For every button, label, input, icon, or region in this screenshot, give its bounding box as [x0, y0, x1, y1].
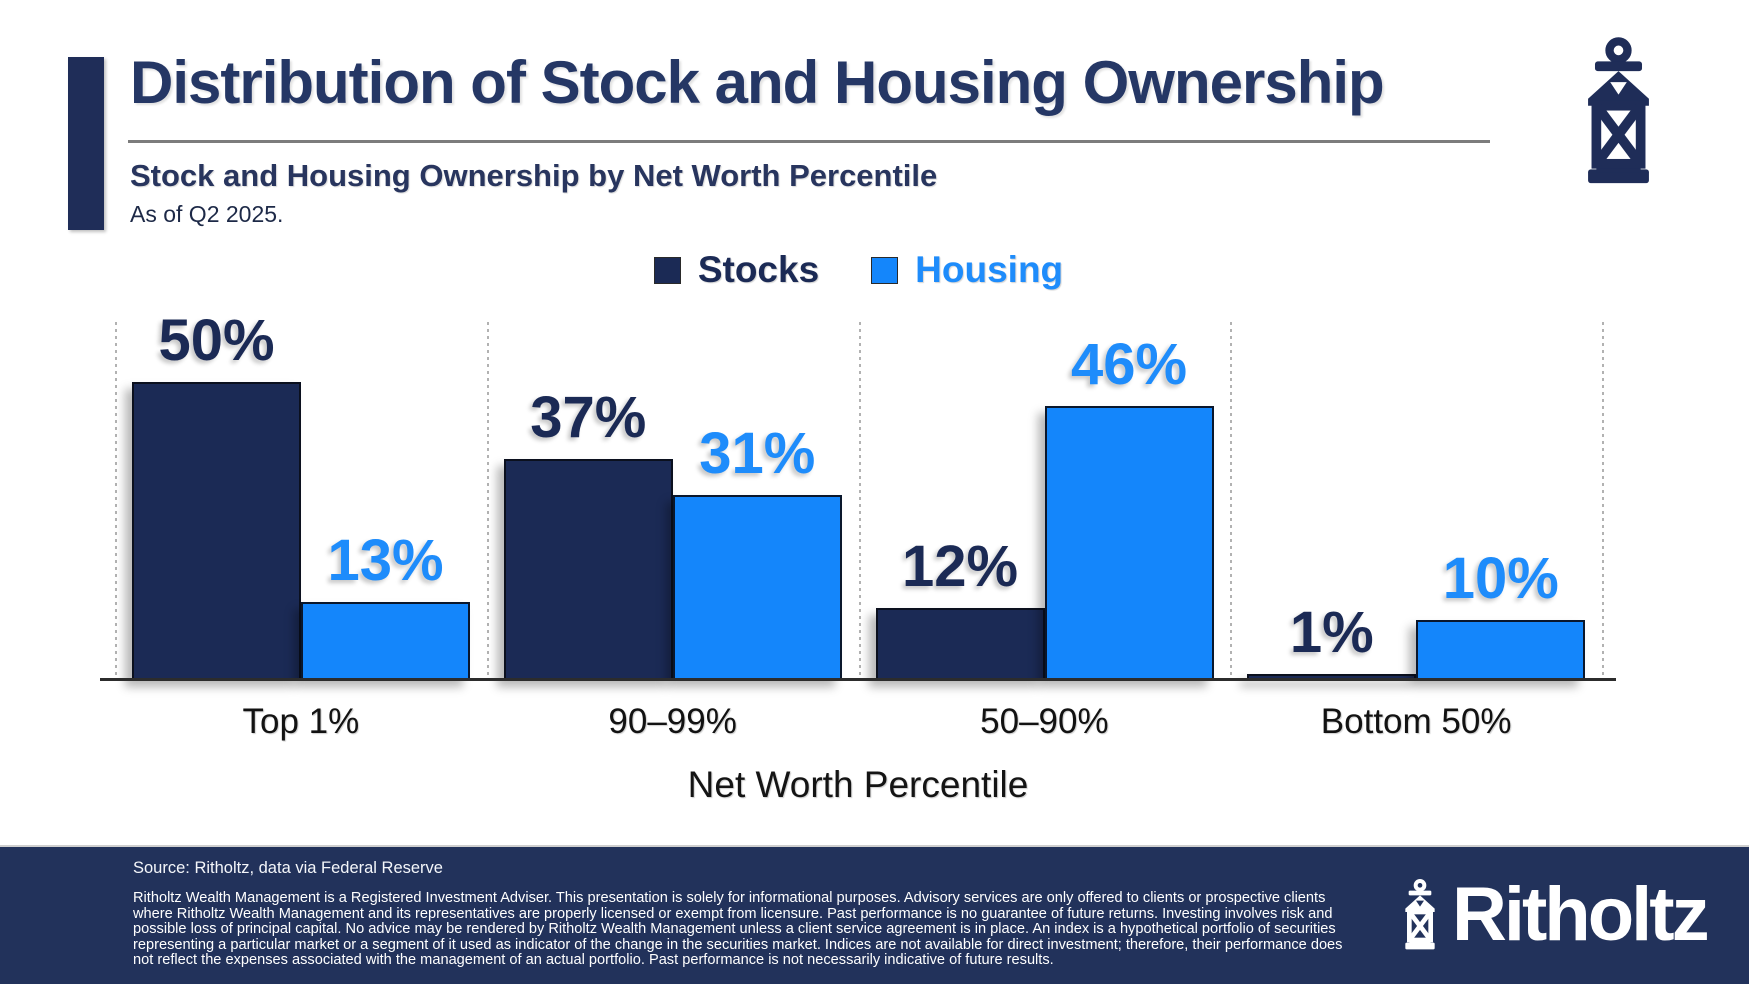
group-separator-gridline	[1602, 322, 1604, 680]
x-axis-line	[100, 678, 1616, 681]
bar-housing-3	[1044, 406, 1214, 680]
chart-subtitle: Stock and Housing Ownership by Net Worth…	[130, 158, 938, 193]
housing-swatch-icon	[871, 256, 899, 284]
title-accent-bar	[68, 57, 104, 230]
bar-stocks-3	[875, 608, 1045, 680]
title-underline	[128, 140, 1490, 143]
lantern-icon	[1405, 878, 1435, 950]
value-label-housing-4: 10%	[1442, 546, 1559, 611]
value-label-housing-3: 46%	[1070, 332, 1188, 397]
legend-label-housing: Housing	[915, 249, 1064, 290]
bar-housing-1	[301, 602, 470, 680]
category-label-3: 50–90%	[980, 702, 1109, 741]
value-label-stocks-3: 12%	[901, 534, 1019, 599]
footer-band: Source: Ritholtz, data via Federal Reser…	[0, 845, 1749, 984]
group-separator-gridline	[486, 322, 489, 680]
category-label-4: Bottom 50%	[1320, 702, 1512, 741]
stocks-swatch-icon	[653, 256, 681, 284]
chart-legend: Stocks Housing	[115, 248, 1602, 292]
category-label-1: Top 1%	[242, 702, 360, 741]
as-of-date: As of Q2 2025.	[130, 201, 284, 227]
legend-label-stocks: Stocks	[697, 249, 820, 290]
category-label-2: 90–99%	[608, 702, 737, 741]
lantern-icon	[1588, 37, 1649, 184]
group-separator-gridline	[115, 322, 117, 680]
value-label-stocks-1: 50%	[158, 308, 275, 373]
bar-housing-4	[1416, 620, 1586, 680]
source-note: Source: Ritholtz, data via Federal Reser…	[133, 859, 443, 877]
group-separator-gridline	[858, 322, 861, 680]
group-separator-gridline	[1230, 322, 1233, 680]
x-axis-title: Net Worth Percentile	[687, 764, 1029, 805]
disclaimer-text: Ritholtz Wealth Management is a Register…	[133, 890, 1343, 969]
value-label-stocks-2: 37%	[530, 385, 647, 450]
bar-stocks-2	[503, 459, 673, 680]
legend-item-housing: Housing	[871, 249, 1063, 291]
bar-housing-2	[672, 495, 842, 680]
brand-name: Ritholtz	[1452, 872, 1710, 957]
value-label-housing-1: 13%	[327, 528, 444, 593]
legend-item-stocks: Stocks	[653, 249, 820, 291]
value-label-housing-2: 31%	[699, 421, 816, 486]
bar-stocks-1	[132, 382, 301, 680]
value-label-stocks-4: 1%	[1289, 600, 1374, 665]
page-title: Distribution of Stock and Housing Owners…	[130, 49, 1385, 116]
